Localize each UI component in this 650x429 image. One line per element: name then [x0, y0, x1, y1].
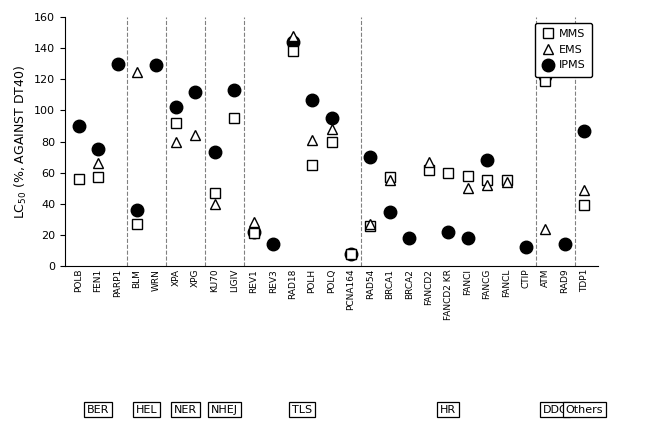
Text: Others: Others — [566, 405, 603, 415]
Y-axis label: LC$_{50}$ (%, AGAINST DT40): LC$_{50}$ (%, AGAINST DT40) — [12, 64, 29, 219]
Text: BER: BER — [87, 405, 109, 415]
Text: DDC: DDC — [543, 405, 567, 415]
Text: NER: NER — [174, 405, 197, 415]
Text: HEL: HEL — [136, 405, 157, 415]
Text: HR: HR — [440, 405, 456, 415]
Text: TLS: TLS — [292, 405, 313, 415]
Legend: MMS, EMS, IPMS: MMS, EMS, IPMS — [534, 23, 592, 77]
Text: NHEJ: NHEJ — [211, 405, 238, 415]
